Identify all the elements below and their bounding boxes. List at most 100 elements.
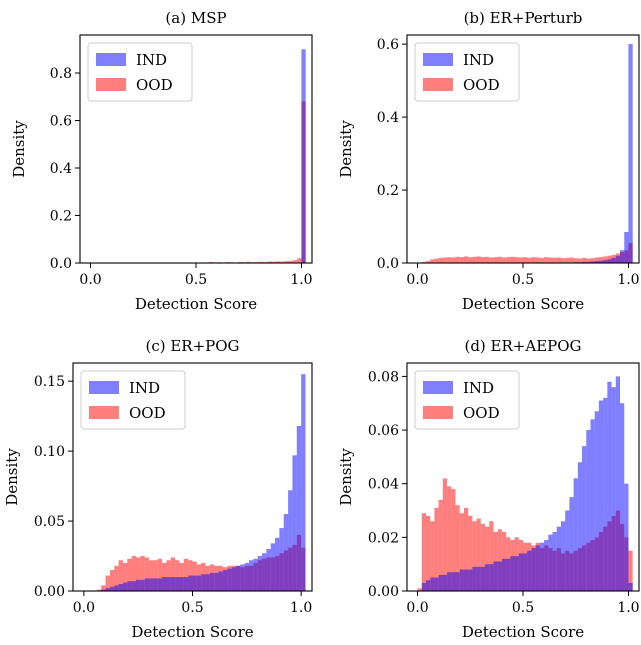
x-tick-label: 0.5 xyxy=(185,272,207,288)
ind-bar xyxy=(620,250,625,263)
ood-bar xyxy=(535,257,540,263)
ind-bar xyxy=(166,577,171,591)
x-tick-label: 0.5 xyxy=(181,600,203,616)
ind-bar xyxy=(240,564,245,591)
y-tick-label: 0.6 xyxy=(377,37,399,53)
ind-bar xyxy=(590,419,595,591)
ind-bar xyxy=(175,577,180,591)
x-tick-label: 1.0 xyxy=(290,600,312,616)
y-tick-label: 0.00 xyxy=(34,584,65,600)
ood-bar xyxy=(565,257,570,263)
ood-bar xyxy=(131,556,137,591)
y-tick-label: 0.06 xyxy=(368,423,399,439)
ood-bar xyxy=(259,261,264,263)
ind-bar xyxy=(624,483,629,591)
ind-bar xyxy=(573,478,578,591)
ind-bar xyxy=(183,577,189,591)
ind-bar xyxy=(301,374,306,591)
y-axis-label: Density xyxy=(337,448,355,506)
ood-bar xyxy=(438,499,443,591)
legend-label-ood: OOD xyxy=(136,76,173,94)
ood-bar xyxy=(548,257,553,263)
ind-bar xyxy=(598,260,604,263)
ood-bar xyxy=(105,575,110,591)
ind-bar xyxy=(157,578,163,591)
ind-bar xyxy=(611,257,616,263)
ind-bar xyxy=(127,581,132,591)
ind-bar xyxy=(552,531,557,591)
ood-bar xyxy=(485,526,490,591)
ood-bar xyxy=(603,256,608,263)
ood-bar xyxy=(459,513,464,591)
y-tick-label: 0.0 xyxy=(50,256,72,272)
legend-swatch-ind xyxy=(96,53,126,66)
ood-bar xyxy=(501,257,507,263)
ind-bar xyxy=(506,558,511,591)
ind-bar xyxy=(162,577,167,591)
ind-bar xyxy=(109,586,115,591)
ind-bar xyxy=(222,570,228,591)
ind-bar xyxy=(292,455,297,591)
ood-bar xyxy=(493,257,498,263)
legend-label-ood: OOD xyxy=(129,404,166,422)
ood-bar xyxy=(442,478,448,591)
ind-bar xyxy=(569,497,574,591)
ind-bar xyxy=(270,543,276,591)
ood-bar xyxy=(523,257,528,263)
ind-bar xyxy=(514,556,519,591)
ind-bar xyxy=(170,577,176,591)
ind-bar xyxy=(603,397,608,591)
x-axis-label: Detection Score xyxy=(131,623,253,641)
ind-bar xyxy=(442,574,448,591)
ind-bar xyxy=(527,550,532,591)
y-tick-label: 0.00 xyxy=(368,584,399,600)
ind-bar xyxy=(105,588,110,591)
ind-bar xyxy=(548,534,553,591)
ood-bar xyxy=(463,507,469,591)
ood-bar xyxy=(149,560,154,591)
y-tick-label: 0.8 xyxy=(50,66,72,82)
legend-label-ind: IND xyxy=(129,379,160,397)
legend-label-ind: IND xyxy=(463,51,494,69)
ind-bar xyxy=(607,259,612,263)
ood-bar xyxy=(434,507,439,591)
ood-bar xyxy=(183,558,189,591)
ood-bar xyxy=(480,523,486,591)
ind-bar xyxy=(510,556,515,591)
ind-bar xyxy=(262,553,267,591)
ind-bar xyxy=(620,403,625,591)
ind-bar xyxy=(476,566,481,591)
x-tick-label: 0.0 xyxy=(79,272,101,288)
ood-bar xyxy=(489,521,494,591)
ind-bar xyxy=(624,231,629,263)
legend-label-ind: IND xyxy=(136,51,167,69)
ind-bar xyxy=(615,255,621,263)
ood-bar xyxy=(485,256,490,263)
ind-bar xyxy=(480,566,486,591)
ood-bar xyxy=(114,565,119,591)
ind-bar xyxy=(227,568,232,591)
ind-bar xyxy=(493,561,498,591)
ind-bar xyxy=(149,578,154,591)
ind-bar xyxy=(218,571,223,591)
ood-bar xyxy=(539,257,545,263)
ind-bar xyxy=(235,565,241,591)
y-tick-label: 0.4 xyxy=(50,161,72,177)
ind-bar xyxy=(434,577,439,591)
ood-bar xyxy=(280,261,285,263)
ind-bar xyxy=(275,537,280,591)
ood-bar xyxy=(506,257,511,263)
ood-bar xyxy=(476,518,481,591)
x-tick-label: 1.0 xyxy=(290,272,312,288)
ind-bar xyxy=(582,446,587,591)
ind-bar xyxy=(472,566,477,591)
x-tick-label: 0.0 xyxy=(73,600,95,616)
x-tick-label: 1.0 xyxy=(617,272,639,288)
x-tick-label: 0.5 xyxy=(512,272,534,288)
ood-bar xyxy=(560,258,566,263)
ood-bar xyxy=(590,258,595,263)
ood-bar xyxy=(480,257,486,263)
ind-bar xyxy=(611,387,616,591)
y-axis-label: Density xyxy=(3,448,21,506)
chart-title: (b) ER+Perturb xyxy=(464,9,583,27)
